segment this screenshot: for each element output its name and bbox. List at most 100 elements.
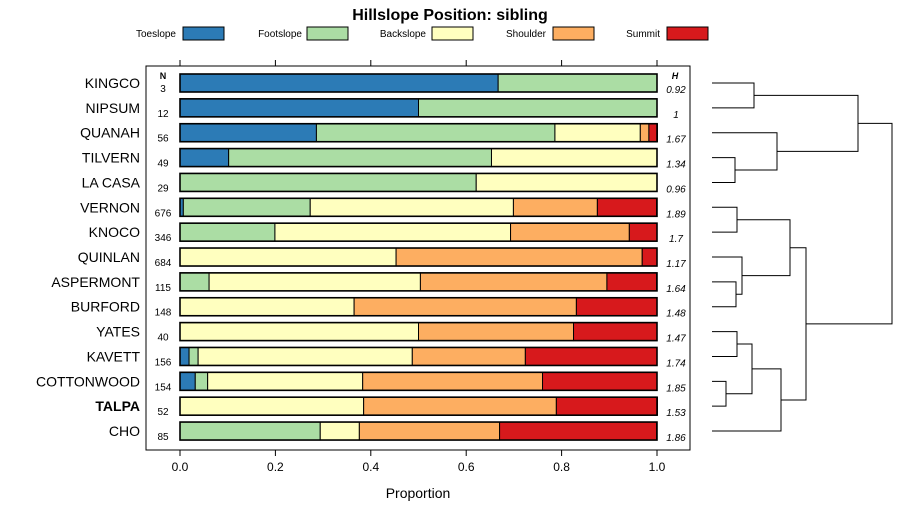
dendrogram-branch	[806, 122, 893, 325]
bar-segment	[573, 322, 658, 342]
dendrogram-branch	[737, 219, 791, 277]
bar-segment	[639, 123, 650, 143]
bar-segment	[353, 297, 577, 317]
bar-segment	[179, 421, 321, 441]
bar-segment	[555, 396, 658, 416]
h-value: 1.53	[666, 408, 686, 419]
dendrogram-branch	[712, 380, 727, 407]
legend-swatch-summit	[666, 26, 709, 41]
n-value: 12	[157, 109, 169, 120]
row-label: KNOCO	[89, 224, 140, 240]
bar-segment	[497, 73, 658, 93]
h-value: 0.92	[666, 85, 686, 96]
x-tick-label: 0.8	[553, 460, 570, 474]
n-value: 40	[157, 333, 169, 344]
n-header: N	[160, 71, 167, 81]
row-label: NIPSUM	[86, 100, 140, 116]
legend-label-toeslope: Toeslope	[136, 29, 176, 40]
bar-outline	[179, 321, 658, 342]
bar-segment	[188, 346, 199, 366]
bar-outline	[179, 296, 658, 317]
bar-segment	[182, 197, 311, 217]
bar-segment	[179, 247, 397, 267]
x-tick-label: 0.2	[267, 460, 284, 474]
bar-segment	[315, 123, 556, 143]
bar-segment	[179, 396, 365, 416]
dendrogram-branch	[754, 94, 859, 152]
bar-segment	[179, 346, 190, 366]
n-value: 148	[155, 308, 172, 319]
bar-outline	[179, 346, 658, 367]
x-axis: 0.0 0.2 0.4 0.6 0.8 1.0	[172, 60, 666, 474]
x-tick-label: 0.0	[172, 460, 189, 474]
bar-outline	[179, 396, 658, 416]
x-tick-label: 0.6	[458, 460, 475, 474]
dendrogram-branch	[712, 256, 743, 295]
bar-segment	[596, 197, 658, 217]
bar-outline	[179, 272, 658, 292]
bar-outline	[179, 98, 658, 118]
h-value: 1.74	[666, 358, 686, 369]
bar-segment	[274, 222, 512, 242]
legend-swatch-toeslope	[182, 26, 225, 41]
n-value: 676	[155, 208, 172, 219]
dendrogram-branch	[712, 132, 778, 171]
x-tick-label: 0.4	[362, 460, 379, 474]
legend-label-summit: Summit	[626, 29, 660, 40]
row-label: TILVERN	[82, 150, 140, 166]
legend-swatch-shoulder	[552, 26, 595, 41]
bar-segment	[179, 123, 317, 143]
bar-segment	[554, 123, 641, 143]
row-label: QUINLAN	[78, 249, 140, 265]
bar-outline	[179, 122, 658, 143]
bar-segment	[499, 421, 658, 441]
n-value: 56	[157, 134, 169, 145]
row-label: LA CASA	[82, 174, 141, 190]
h-value: 1.7	[669, 234, 683, 245]
h-value: 1.17	[666, 259, 686, 270]
h-value: 1	[673, 110, 679, 121]
bar-segment	[319, 421, 360, 441]
bar-segment	[179, 98, 419, 118]
bar-segment	[208, 272, 421, 292]
bar-segment	[197, 346, 413, 366]
bar-segment	[179, 148, 230, 168]
dendrogram-branch	[712, 281, 737, 308]
row-labels: KINGCO 3 0.92 NIPSUM 12 1 QUANAH 56 1.67 TILVERN 4…	[36, 75, 686, 444]
bar-segment	[179, 222, 276, 242]
h-value: 1.89	[666, 209, 686, 220]
bar-segment	[362, 371, 544, 391]
row-label: CHO	[109, 423, 140, 439]
n-value: 346	[155, 233, 172, 244]
bar-segment	[418, 322, 575, 342]
legend-label-shoulder: Shoulder	[506, 29, 547, 40]
bar-outline	[179, 147, 658, 168]
dendrogram-branch	[712, 157, 736, 183]
n-value: 49	[157, 159, 169, 170]
bar-outline	[179, 73, 658, 93]
h-value: 1.85	[666, 383, 686, 394]
bar-segment	[490, 148, 658, 168]
bar-segment	[179, 73, 499, 93]
bar-segment	[179, 371, 196, 391]
bar-segment	[309, 197, 514, 217]
bar-segment	[542, 371, 658, 391]
x-axis-label: Proportion	[386, 485, 451, 501]
n-value: 85	[157, 432, 169, 443]
legend: Toeslope Footslope Backslope Shoulder Summit	[136, 26, 709, 41]
bar-segment	[179, 297, 355, 317]
dendrogram-branch	[781, 247, 807, 401]
n-value: 684	[155, 258, 172, 269]
chart-title: Hillslope Position: sibling	[352, 7, 548, 24]
bar-segment	[512, 197, 598, 217]
bar-segment	[228, 148, 492, 168]
bar-segment	[179, 272, 210, 292]
bar-segment	[510, 222, 630, 242]
h-value: 0.96	[666, 184, 686, 195]
legend-label-footslope: Footslope	[258, 29, 302, 40]
h-value: 1.48	[666, 309, 686, 320]
h-header: H	[672, 71, 679, 81]
h-value: 1.67	[666, 135, 686, 146]
legend-label-backslope: Backslope	[380, 29, 427, 40]
